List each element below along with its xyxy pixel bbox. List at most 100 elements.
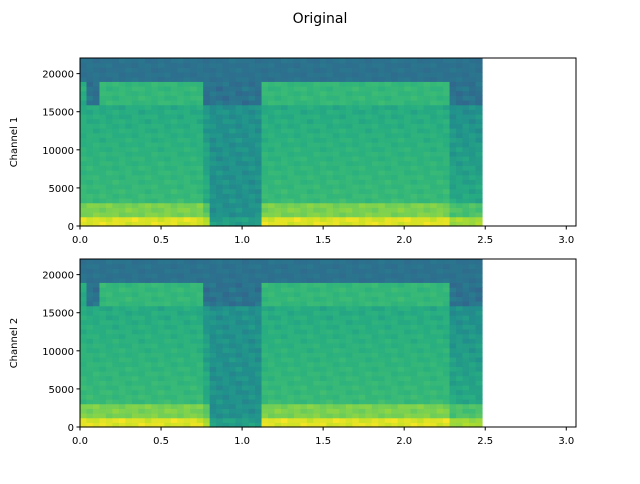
heatmap-cell — [157, 170, 165, 176]
heatmap-cell — [157, 165, 165, 171]
heatmap-cell — [384, 296, 392, 302]
heatmap-cell — [164, 361, 172, 367]
heatmap-cell — [456, 170, 464, 176]
heatmap-cell — [242, 202, 250, 208]
heatmap-cell — [118, 296, 126, 302]
heatmap-cell — [157, 90, 165, 96]
heatmap-cell — [274, 417, 282, 423]
heatmap-cell — [430, 333, 438, 339]
heatmap-cell — [209, 62, 217, 68]
heatmap-cell — [242, 137, 250, 143]
heatmap-cell — [151, 90, 159, 96]
heatmap-cell — [112, 72, 120, 78]
heatmap-cell — [209, 263, 217, 269]
heatmap-cell — [365, 366, 373, 372]
heatmap-cell — [313, 67, 321, 73]
heatmap-cell — [456, 142, 464, 148]
heatmap-cell — [222, 417, 230, 423]
heatmap-cell — [371, 95, 379, 101]
heatmap-cell — [371, 324, 379, 330]
heatmap-cell — [216, 212, 224, 218]
heatmap-cell — [300, 100, 308, 106]
heatmap-cell — [449, 399, 457, 405]
heatmap-cell — [274, 352, 282, 358]
heatmap-cell — [319, 81, 327, 87]
heatmap-cell — [164, 291, 172, 297]
heatmap-cell — [112, 315, 120, 321]
heatmap-cell — [229, 67, 237, 73]
heatmap-cell — [410, 268, 418, 274]
heatmap-cell — [280, 95, 289, 101]
heatmap-cell — [326, 333, 334, 339]
heatmap-cell — [293, 170, 302, 176]
heatmap-cell — [80, 352, 88, 358]
heatmap-cell — [339, 100, 347, 106]
heatmap-cell — [443, 160, 451, 166]
heatmap-cell — [371, 273, 379, 279]
heatmap-cell — [125, 179, 133, 185]
heatmap-cell — [131, 263, 139, 269]
heatmap-cell — [144, 268, 152, 274]
heatmap-cell — [170, 291, 178, 297]
heatmap-cell — [151, 109, 159, 115]
heatmap-cell — [131, 118, 139, 124]
heatmap-cell — [384, 184, 392, 190]
heatmap-cell — [332, 338, 340, 344]
heatmap-cell — [280, 100, 289, 106]
heatmap-cell — [423, 132, 431, 138]
heatmap-cell — [417, 170, 425, 176]
heatmap-cell — [345, 277, 353, 283]
heatmap-cell — [397, 216, 405, 222]
heatmap-cell — [242, 174, 250, 180]
heatmap-cell — [462, 333, 470, 339]
heatmap-cell — [203, 118, 211, 124]
heatmap-cell — [144, 221, 152, 227]
heatmap-cell — [125, 277, 133, 283]
heatmap-cell — [293, 109, 302, 115]
heatmap-cell — [332, 319, 340, 325]
heatmap-cell — [170, 58, 178, 64]
heatmap-cell — [112, 67, 120, 73]
heatmap-cell — [203, 160, 211, 166]
heatmap-cell — [384, 76, 392, 82]
heatmap-cell — [229, 268, 237, 274]
heatmap-cell — [404, 403, 412, 409]
heatmap-cell — [112, 413, 120, 419]
heatmap-cell — [293, 357, 302, 363]
heatmap-cell — [332, 174, 340, 180]
heatmap-cell — [183, 123, 191, 129]
heatmap-cell — [345, 86, 353, 92]
heatmap-cell — [255, 305, 263, 311]
heatmap-cell — [235, 333, 243, 339]
heatmap-cell — [261, 109, 269, 115]
heatmap-cell — [332, 366, 340, 372]
heatmap-cell — [125, 184, 133, 190]
heatmap-cell — [183, 422, 191, 428]
heatmap-cell — [423, 151, 431, 157]
heatmap-cell — [209, 347, 217, 353]
heatmap-cell — [423, 72, 431, 78]
heatmap-cell — [190, 301, 198, 307]
heatmap-cell — [216, 324, 224, 330]
heatmap-cell — [423, 76, 431, 82]
heatmap-cell — [332, 380, 340, 386]
heatmap-cell — [190, 216, 198, 222]
heatmap-cell — [404, 422, 412, 428]
heatmap-cell — [248, 86, 256, 92]
heatmap-cell — [118, 207, 126, 213]
heatmap-cell — [430, 413, 438, 419]
heatmap-cell — [99, 408, 107, 414]
heatmap-cell — [313, 394, 321, 400]
heatmap-cell — [456, 109, 464, 115]
heatmap-cell — [268, 324, 276, 330]
heatmap-cell — [410, 422, 418, 428]
heatmap-cell — [144, 184, 152, 190]
heatmap-cell — [319, 357, 327, 363]
heatmap-cell — [157, 76, 165, 82]
heatmap-cell — [475, 389, 483, 395]
heatmap-cell — [404, 366, 412, 372]
heatmap-cell — [300, 81, 308, 87]
heatmap-cell — [469, 315, 477, 321]
heatmap-cell — [449, 104, 457, 110]
heatmap-cell — [80, 67, 88, 73]
